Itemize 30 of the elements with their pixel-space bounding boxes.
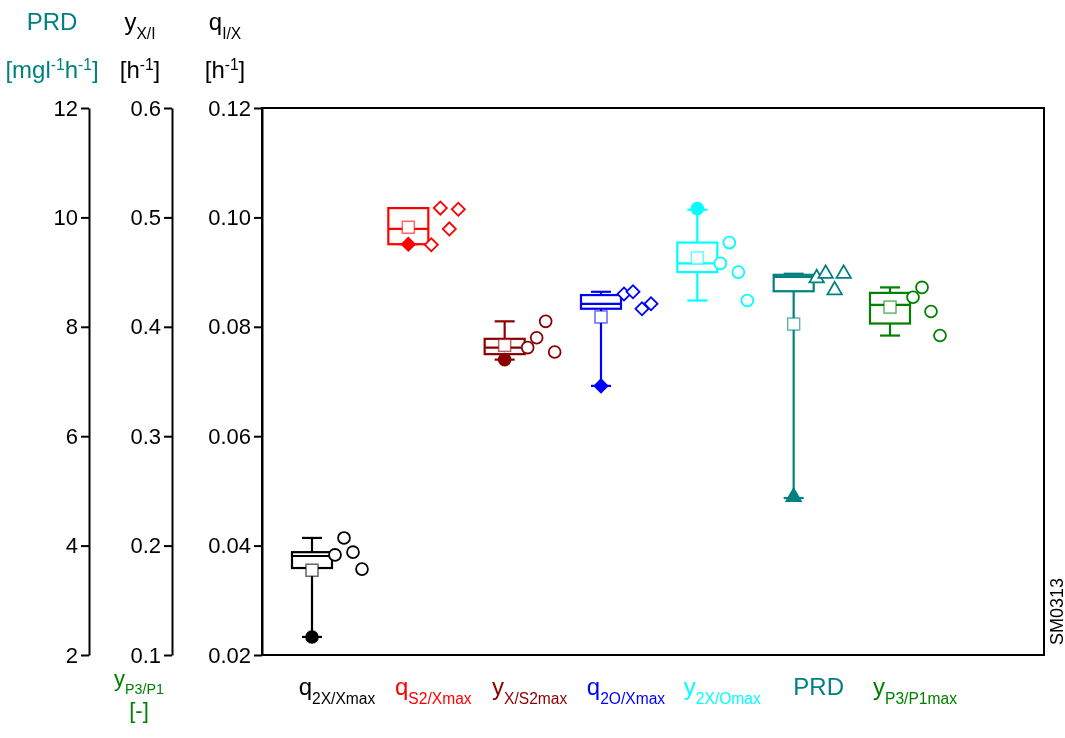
y-tick-label: 0.02 <box>208 642 251 668</box>
y-tick-label: 0.04 <box>208 533 251 559</box>
y2-tick-label: 0.2 <box>130 533 161 559</box>
y2-tick-label: 0.4 <box>130 314 161 340</box>
x-tick-label: y$_{X/S2max}$ <box>492 673 568 707</box>
y3-tick-label: 10 <box>53 204 78 230</box>
y2-tick-label: 0.1 <box>130 642 161 668</box>
y3-axis-title: PRD [mgl$^{-1}$h$^{-1}$] <box>5 8 99 83</box>
y2-tick-label: 0.6 <box>130 95 161 121</box>
text: y$_{P3/P1}$ [-] <box>114 666 165 723</box>
y3-tick-label: 12 <box>53 95 78 121</box>
y-axis-title: q$_{I/X}$ [h$^{-1}$] <box>204 8 246 83</box>
y3-tick-label: 4 <box>65 533 78 559</box>
y-tick-label: 0.06 <box>208 423 251 449</box>
y-tick-label: 0.08 <box>208 314 251 340</box>
x-tick-label: y$_{P3/P1max}$ <box>873 673 958 707</box>
y3-tick-label: 6 <box>65 423 78 449</box>
y3-tick-label: 8 <box>65 314 78 340</box>
y-tick-label: 0.10 <box>208 204 251 230</box>
x-tick-label: PRD <box>793 673 844 700</box>
x-tick-label: q$_{2O/Xmax}$ <box>586 673 666 707</box>
x-tick-label: y$_{2X/Omax}$ <box>683 673 762 707</box>
y2-axis-title: y$_{X/I}$ [h$^{-1}$] <box>119 8 161 83</box>
x-tick-label: q$_{2X/Xmax}$ <box>298 673 376 707</box>
y2-tick-label: 0.3 <box>130 423 161 449</box>
text: SM0313 <box>1047 577 1065 645</box>
x-tick-label: q$_{S2/Xmax}$ <box>395 673 472 707</box>
y-tick-label: 0.12 <box>208 95 251 121</box>
y3-tick-label: 2 <box>65 642 78 668</box>
y2-tick-label: 0.5 <box>130 204 161 230</box>
